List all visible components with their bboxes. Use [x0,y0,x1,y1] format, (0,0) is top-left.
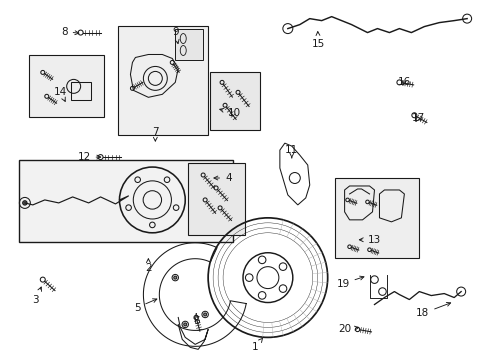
Circle shape [22,201,27,205]
Text: 7: 7 [152,127,158,141]
Text: 16: 16 [397,77,410,87]
Text: 3: 3 [32,287,41,305]
Bar [19,160,233,242]
Text: 17: 17 [410,113,424,123]
Text: 1: 1 [251,338,263,352]
Text: 13: 13 [359,235,380,245]
Text: 15: 15 [311,32,325,49]
Text: 8: 8 [61,27,79,37]
Text: 19: 19 [336,276,363,289]
Text: 4: 4 [213,173,231,183]
Bar [210,72,260,130]
Text: 11: 11 [285,145,298,158]
Text: 9: 9 [172,27,179,44]
Circle shape [183,323,186,326]
Bar [118,26,208,135]
Text: 10: 10 [219,108,241,118]
Bar [175,28,203,60]
Text: 5: 5 [134,299,157,312]
Bar [71,82,90,100]
Text: 18: 18 [415,302,450,319]
Circle shape [203,313,206,316]
Circle shape [173,276,176,279]
Text: 20: 20 [338,324,358,334]
Text: 14: 14 [54,87,67,102]
Text: 2: 2 [145,259,151,273]
Text: 6: 6 [192,314,199,327]
Bar [188,163,244,235]
Bar [29,55,103,117]
Text: 12: 12 [77,152,101,162]
Bar [334,178,419,258]
